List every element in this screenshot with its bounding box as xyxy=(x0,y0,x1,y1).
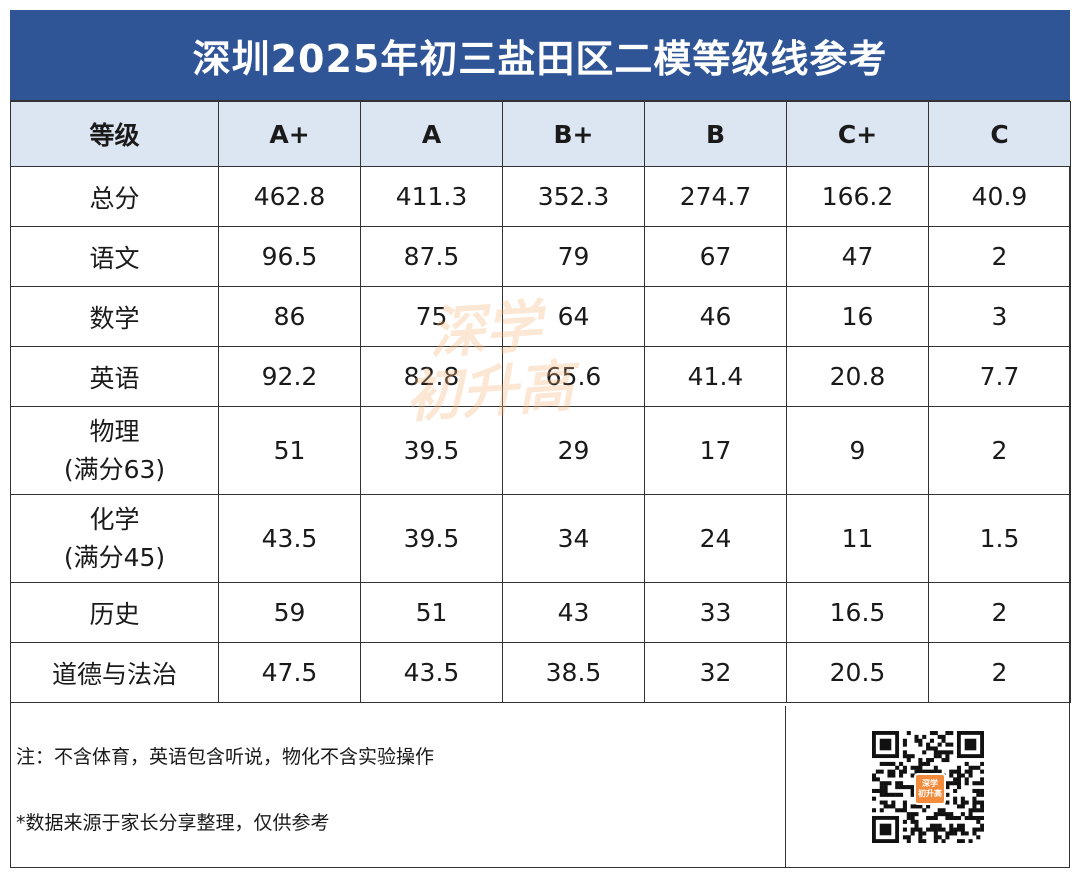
value-cell: 411.3 xyxy=(360,166,503,227)
value-cell: 16 xyxy=(786,286,929,347)
subject-cell: 化学 (满分45) xyxy=(10,494,219,583)
value-cell: 59 xyxy=(218,582,361,643)
qr-cell: 深学 初升高 xyxy=(785,706,1070,868)
source-note: *数据来源于家长分享整理，仅供参考 xyxy=(16,812,330,834)
value-cell: 2 xyxy=(928,226,1071,287)
subject-cell: 数学 xyxy=(10,286,219,347)
value-cell: 462.8 xyxy=(218,166,361,227)
value-cell: 166.2 xyxy=(786,166,929,227)
value-cell: 96.5 xyxy=(218,226,361,287)
value-cell: 65.6 xyxy=(502,346,645,407)
footer: 注：不含体育，英语包含听说，物化不含实验操作 *数据来源于家长分享整理，仅供参考… xyxy=(10,706,1070,868)
value-cell: 274.7 xyxy=(644,166,787,227)
grade-table: 等级 A+ A B+ B C+ C 总分 462.8 411.3 352.3 274.7… xyxy=(10,101,1071,703)
value-cell: 11 xyxy=(786,494,929,583)
table-row: 英语 92.2 82.8 65.6 41.4 20.8 7.7 xyxy=(10,346,1071,407)
table-row: 历史 59 51 43 33 16.5 2 xyxy=(10,582,1071,643)
value-cell: 43.5 xyxy=(218,494,361,583)
value-cell: 16.5 xyxy=(786,582,929,643)
value-cell: 32 xyxy=(644,642,787,703)
subject-cell: 总分 xyxy=(10,166,219,227)
table-row: 道德与法治 47.5 43.5 38.5 32 20.5 2 xyxy=(10,642,1071,703)
value-cell: 20.8 xyxy=(786,346,929,407)
header-row: 等级 A+ A B+ B C+ C xyxy=(10,101,1071,167)
qr-logo: 深学 初升高 xyxy=(914,773,946,805)
value-cell: 46 xyxy=(644,286,787,347)
value-cell: 64 xyxy=(502,286,645,347)
subject-cell: 语文 xyxy=(10,226,219,287)
qr-code-icon xyxy=(872,731,985,844)
value-cell: 17 xyxy=(644,406,787,495)
value-cell: 33 xyxy=(644,582,787,643)
value-cell: 2 xyxy=(928,406,1071,495)
page-title: 深圳2025年初三盐田区二模等级线参考 xyxy=(10,10,1070,101)
value-cell: 75 xyxy=(360,286,503,347)
value-cell: 82.8 xyxy=(360,346,503,407)
header-cell: C xyxy=(928,101,1071,167)
header-cell: B+ xyxy=(502,101,645,167)
value-cell: 51 xyxy=(360,582,503,643)
subject-cell: 英语 xyxy=(10,346,219,407)
value-cell: 1.5 xyxy=(928,494,1071,583)
header-cell: 等级 xyxy=(10,101,219,167)
value-cell: 39.5 xyxy=(360,406,503,495)
subject-cell: 历史 xyxy=(10,582,219,643)
value-cell: 2 xyxy=(928,642,1071,703)
header-cell: A xyxy=(360,101,503,167)
subject-cell: 道德与法治 xyxy=(10,642,219,703)
value-cell: 7.7 xyxy=(928,346,1071,407)
table-row: 语文 96.5 87.5 79 67 47 2 xyxy=(10,226,1071,287)
value-cell: 39.5 xyxy=(360,494,503,583)
value-cell: 43.5 xyxy=(360,642,503,703)
table-row: 数学 86 75 64 46 16 3 xyxy=(10,286,1071,347)
table-row: 物理 (满分63) 51 39.5 29 17 9 2 xyxy=(10,406,1071,495)
value-cell: 24 xyxy=(644,494,787,583)
value-cell: 43 xyxy=(502,582,645,643)
value-cell: 2 xyxy=(928,582,1071,643)
qr-code[interactable]: 深学 初升高 xyxy=(872,731,985,844)
header-cell: B xyxy=(644,101,787,167)
header-cell: A+ xyxy=(218,101,361,167)
value-cell: 51 xyxy=(218,406,361,495)
footnote: 注：不含体育，英语包含听说，物化不含实验操作 xyxy=(16,746,435,768)
value-cell: 29 xyxy=(502,406,645,495)
table-row: 总分 462.8 411.3 352.3 274.7 166.2 40.9 xyxy=(10,166,1071,227)
value-cell: 20.5 xyxy=(786,642,929,703)
value-cell: 87.5 xyxy=(360,226,503,287)
value-cell: 92.2 xyxy=(218,346,361,407)
value-cell: 34 xyxy=(502,494,645,583)
value-cell: 67 xyxy=(644,226,787,287)
value-cell: 47 xyxy=(786,226,929,287)
header-cell: C+ xyxy=(786,101,929,167)
value-cell: 79 xyxy=(502,226,645,287)
value-cell: 352.3 xyxy=(502,166,645,227)
value-cell: 9 xyxy=(786,406,929,495)
value-cell: 47.5 xyxy=(218,642,361,703)
value-cell: 86 xyxy=(218,286,361,347)
value-cell: 3 xyxy=(928,286,1071,347)
table-row: 化学 (满分45) 43.5 39.5 34 24 11 1.5 xyxy=(10,494,1071,583)
value-cell: 40.9 xyxy=(928,166,1071,227)
value-cell: 41.4 xyxy=(644,346,787,407)
subject-cell: 物理 (满分63) xyxy=(10,406,219,495)
value-cell: 38.5 xyxy=(502,642,645,703)
